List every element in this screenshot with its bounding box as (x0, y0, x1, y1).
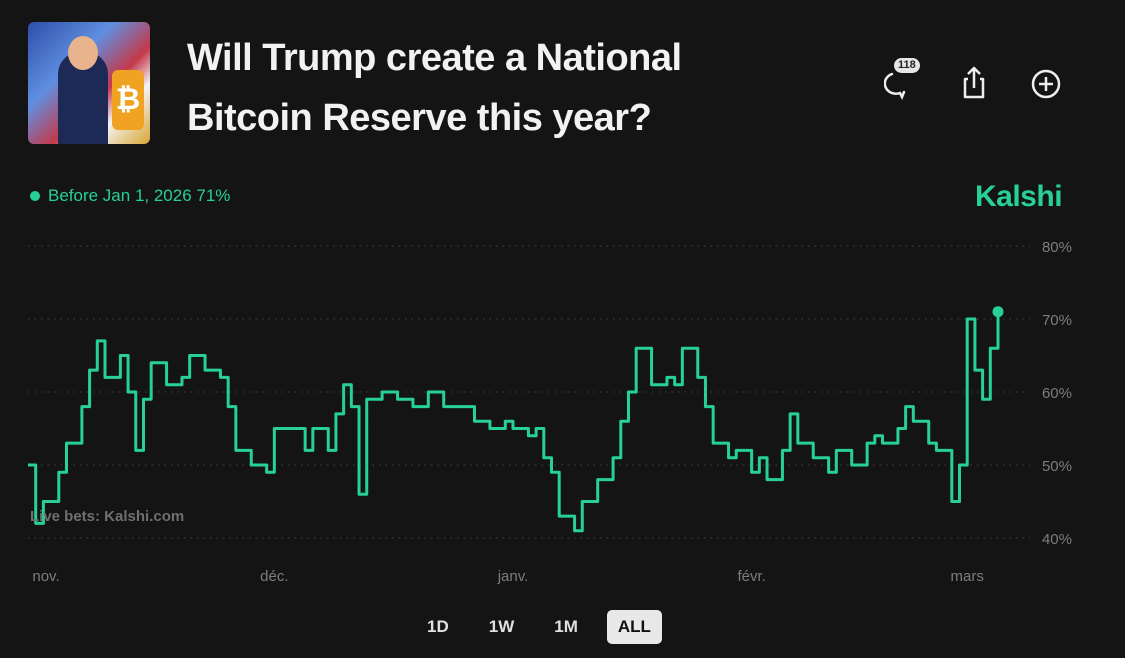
add-button[interactable] (1028, 64, 1064, 100)
y-tick-label: 80% (1042, 239, 1072, 256)
legend-dot (30, 191, 40, 201)
x-tick-label: mars (951, 568, 984, 585)
comment-button[interactable]: 118 (883, 58, 920, 101)
chart-legend: Before Jan 1, 2026 71% (30, 186, 230, 206)
watermark: Live bets: Kalshi.com (30, 508, 185, 525)
x-tick-label: nov. (32, 568, 59, 585)
kalshi-logo: Kalshi (975, 180, 1063, 213)
share-button[interactable] (956, 64, 992, 100)
thumbnail-head (68, 36, 98, 70)
share-icon (963, 66, 985, 99)
comment-count-badge: 118 (894, 58, 920, 73)
current-value-marker (992, 306, 1004, 318)
market-thumbnail: ₿ (28, 22, 150, 144)
y-tick-label: 40% (1042, 531, 1072, 548)
x-tick-label: déc. (260, 568, 288, 585)
range-all-button[interactable]: ALL (606, 610, 662, 644)
legend-label: Before Jan 1, 2026 71% (48, 186, 231, 205)
y-tick-label: 70% (1042, 312, 1072, 329)
market-title: Will Trump create a National Bitcoin Res… (187, 37, 682, 139)
range-1d-button[interactable]: 1D (427, 617, 449, 636)
y-tick-label: 60% (1042, 385, 1072, 402)
range-1w-button[interactable]: 1W (488, 617, 515, 636)
comment-icon (883, 72, 906, 101)
add-icon (1031, 69, 1061, 99)
x-tick-label: févr. (737, 568, 765, 585)
x-tick-label: janv. (497, 568, 529, 585)
bitcoin-icon: ₿ (112, 70, 144, 130)
y-tick-label: 50% (1042, 458, 1072, 475)
time-range-selector: 1D 1W 1M ALL (416, 610, 662, 644)
header-actions: 118 (883, 58, 1064, 101)
range-1m-button[interactable]: 1M (554, 617, 578, 636)
series-line (28, 311, 1000, 533)
